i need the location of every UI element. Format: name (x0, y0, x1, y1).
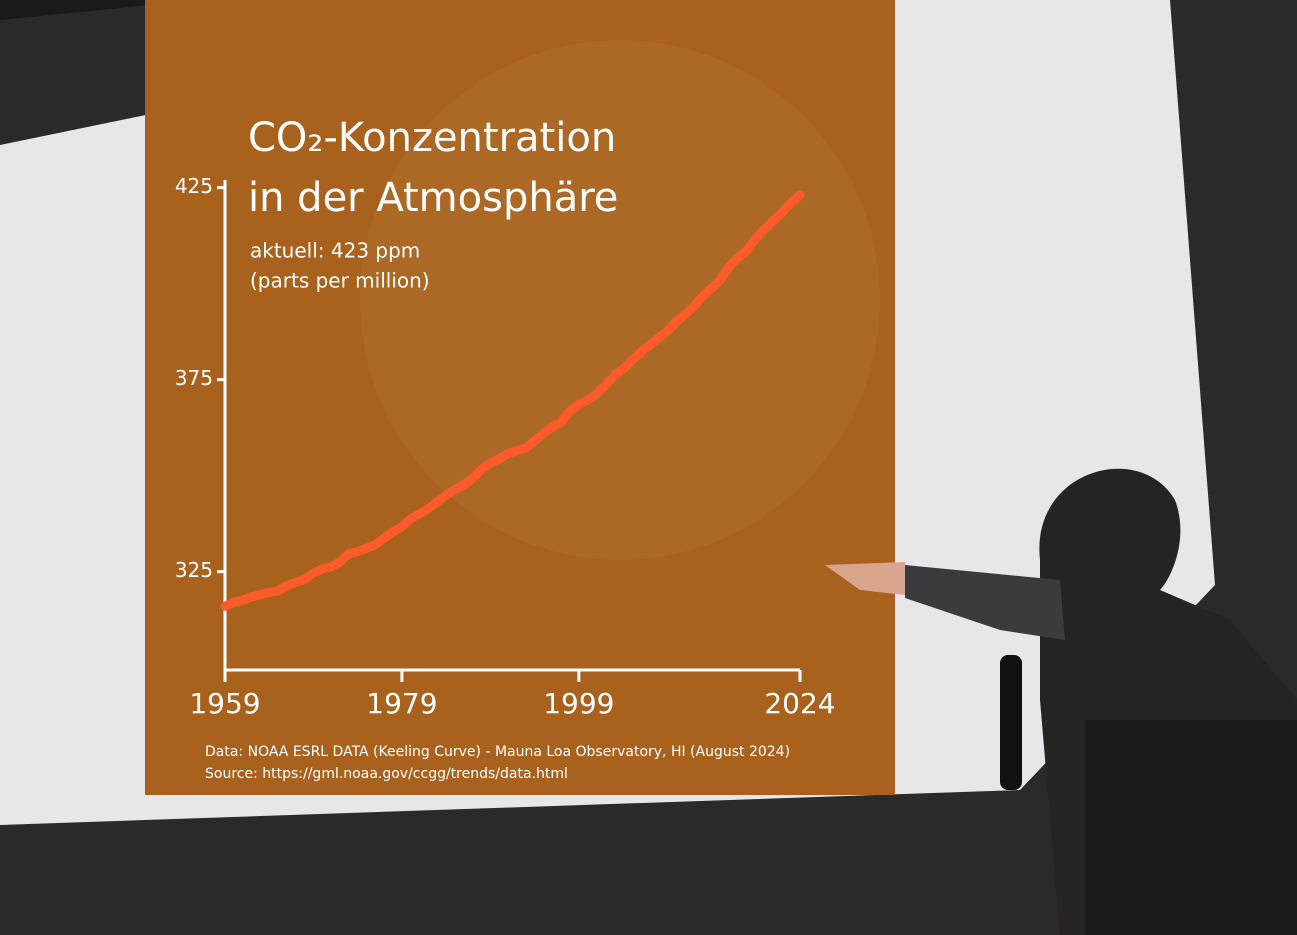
x-tick-label: 1959 (189, 687, 260, 720)
x-tick-label: 1999 (543, 687, 614, 720)
annotation: (parts per million) (250, 269, 430, 293)
slide-glow (360, 40, 880, 560)
chart-title: in der Atmosphäre (248, 175, 618, 221)
presenter-hand (825, 562, 905, 595)
chart: CO₂-Konzentration in der Atmosphäre aktu… (175, 115, 836, 782)
presenter (825, 468, 1297, 935)
source-note: Source: https://gml.noaa.gov/ccgg/trends… (205, 766, 568, 782)
x-tick-label: 1979 (366, 687, 437, 720)
x-tick-label: 2024 (764, 687, 835, 720)
y-tick-label: 425 (175, 174, 213, 198)
chart-title: CO₂-Konzentration (248, 115, 616, 161)
data-note: Data: NOAA ESRL DATA (Keeling Curve) - M… (205, 744, 790, 760)
y-tick-label: 375 (175, 366, 213, 390)
microphone (1000, 655, 1022, 790)
lectern (1085, 720, 1297, 935)
annotation: aktuell: 423 ppm (250, 239, 420, 263)
co2-line (220, 190, 805, 611)
y-tick-label: 325 (175, 558, 213, 582)
presenter-arm (905, 565, 1065, 640)
